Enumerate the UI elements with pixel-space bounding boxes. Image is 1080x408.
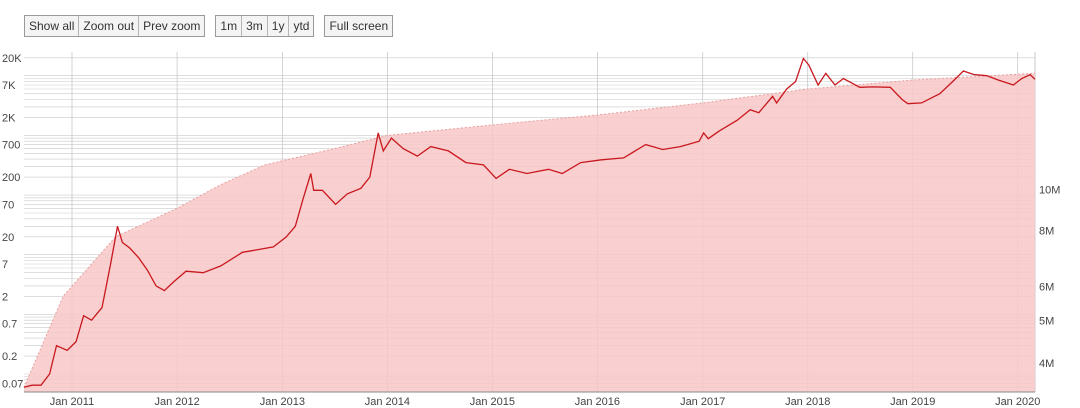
y-tick-label: 20: [2, 232, 14, 244]
y2-tick-label: 4M: [1039, 358, 1054, 370]
y-tick-label: 2: [2, 291, 8, 303]
range-ytd-button[interactable]: ytd: [293, 19, 310, 33]
prev-zoom-button[interactable]: Prev zoom: [143, 19, 201, 33]
x-tick-label: Jan 2019: [890, 396, 935, 408]
y2-axis-ticks: 10M 8M 6M 5M 4M: [1039, 185, 1060, 370]
area-series: [24, 73, 1035, 393]
show-all-button[interactable]: Show all: [25, 16, 80, 36]
range-1y-button[interactable]: 1y: [268, 16, 290, 36]
x-tick-label: Jan 2020: [995, 396, 1040, 408]
range-3m-button[interactable]: 3m: [242, 16, 268, 36]
y-tick-label: 0.07: [2, 378, 23, 390]
x-tick-label: Jan 2015: [470, 396, 515, 408]
range-1m-button[interactable]: 1m: [216, 16, 243, 36]
x-tick-label: Jan 2017: [680, 396, 725, 408]
y-tick-label: 0.2: [2, 351, 17, 363]
x-axis-ticks: Jan 2011 Jan 2012 Jan 2013 Jan 2014 Jan 2015…: [50, 396, 1041, 408]
y-tick-label: 0.7: [2, 319, 17, 331]
y2-tick-label: 8M: [1039, 226, 1054, 238]
y2-tick-label: 5M: [1039, 316, 1054, 328]
x-tick-label: Jan 2012: [154, 396, 199, 408]
y-tick-label: 700: [2, 140, 20, 152]
full-screen-button[interactable]: Full screen: [324, 15, 394, 37]
y-tick-label: 7: [2, 259, 8, 271]
y-tick-label: 70: [2, 199, 14, 211]
y2-tick-label: 10M: [1039, 185, 1060, 197]
x-tick-label: Jan 2018: [785, 396, 830, 408]
range-button-group: 1m 3m 1y ytd: [215, 15, 315, 37]
chart-toolbar: Show all Zoom out Prev zoom 1m 3m 1y ytd…: [24, 15, 394, 37]
price-line-series: [23, 57, 1036, 388]
zoom-button-group: Show all Zoom out Prev zoom: [24, 15, 206, 37]
x-tick-label: Jan 2013: [260, 396, 305, 408]
x-tick-label: Jan 2014: [365, 396, 410, 408]
x-tick-label: Jan 2016: [575, 396, 620, 408]
y-tick-label: 200: [2, 172, 20, 184]
y-tick-label: 2K: [2, 112, 16, 124]
area-series-edge: [23, 72, 1036, 388]
y-axis-ticks: 20K 7K 2K 700 200 70 20 7 2 0.7 0.2 0.07: [2, 53, 23, 390]
y-tick-label: 20K: [2, 53, 22, 65]
y2-tick-label: 6M: [1039, 282, 1054, 294]
x-tick-label: Jan 2011: [50, 396, 94, 408]
y-tick-label: 7K: [2, 80, 16, 92]
zoom-out-button[interactable]: Zoom out: [79, 16, 140, 36]
